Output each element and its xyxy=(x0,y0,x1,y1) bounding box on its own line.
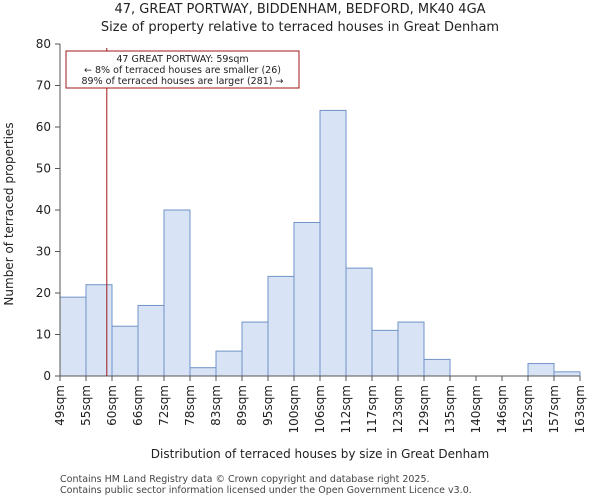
x-tick-label-129sqm: 129sqm xyxy=(417,385,431,433)
bar-83sqm xyxy=(215,350,243,377)
bar-112sqm xyxy=(345,267,373,377)
annotation-frame xyxy=(65,50,300,89)
bar-123sqm xyxy=(397,321,425,377)
x-tick-label-89sqm: 89sqm xyxy=(235,385,249,426)
y-tick-label-40: 40 xyxy=(36,203,51,217)
y-tick-label-60: 60 xyxy=(36,120,51,134)
bar-60sqm xyxy=(111,325,139,377)
bar-100sqm xyxy=(293,221,321,377)
bar-95sqm xyxy=(267,275,295,377)
bar-106sqm xyxy=(319,109,347,377)
x-tick-label-112sqm: 112sqm xyxy=(339,385,353,433)
x-tick-label-72sqm: 72sqm xyxy=(157,385,171,426)
footer-line-1: Contains HM Land Registry data © Crown c… xyxy=(60,474,430,485)
x-tick-label-117sqm: 117sqm xyxy=(365,385,379,433)
x-tick-label-135sqm: 135sqm xyxy=(443,385,457,433)
x-tick-label-78sqm: 78sqm xyxy=(183,385,197,426)
y-axis: 0 10 20 30 40 50 60 70 80 xyxy=(36,37,61,383)
x-tick-label-60sqm: 60sqm xyxy=(105,385,119,426)
bar-89sqm xyxy=(241,321,269,377)
x-tick-label-83sqm: 83sqm xyxy=(209,385,223,426)
annotation-line-3: 89% of terraced houses are larger (281) … xyxy=(82,76,284,87)
bar-152sqm xyxy=(527,363,555,377)
bar-78sqm xyxy=(189,367,217,377)
x-tick-label-157sqm: 157sqm xyxy=(547,385,561,433)
y-tick-label-20: 20 xyxy=(36,286,51,300)
annotation-line-2: ← 8% of terraced houses are smaller (26) xyxy=(84,65,281,76)
x-tick-label-106sqm: 106sqm xyxy=(313,385,327,433)
x-tick-label-95sqm: 95sqm xyxy=(261,385,275,426)
x-tick-label-146sqm: 146sqm xyxy=(495,385,509,433)
y-tick-label-10: 10 xyxy=(36,328,51,342)
y-tick-label-70: 70 xyxy=(36,79,51,93)
bar-129sqm xyxy=(423,358,451,377)
bar-66sqm xyxy=(137,304,165,377)
x-tick-label-163sqm: 163sqm xyxy=(573,385,587,433)
bar-72sqm xyxy=(163,209,191,377)
footer-line-2: Contains public sector information licen… xyxy=(60,485,472,496)
x-tick-label-140sqm: 140sqm xyxy=(469,385,483,433)
y-tick-label-0: 0 xyxy=(43,369,51,383)
x-tick-label-100sqm: 100sqm xyxy=(287,385,301,433)
chart-subtitle: Size of property relative to terraced ho… xyxy=(100,20,500,35)
x-tick-label-66sqm: 66sqm xyxy=(131,385,145,426)
y-axis-label: Number of terraced properties xyxy=(2,122,16,305)
bars-group xyxy=(59,109,581,377)
annotation-line-1: 47 GREAT PORTWAY: 59sqm xyxy=(116,54,248,65)
x-tick-label-55sqm: 55sqm xyxy=(79,385,93,426)
chart-title: 47, GREAT PORTWAY, BIDDENHAM, BEDFORD, M… xyxy=(114,2,486,17)
bar-55sqm xyxy=(85,284,113,377)
y-tick-label-80: 80 xyxy=(36,37,51,51)
x-tick-label-49sqm: 49sqm xyxy=(53,385,67,426)
x-axis: 49sqm 55sqm 60sqm 66sqm 72sqm 78sqm 83sqm 89sqm… xyxy=(53,375,587,433)
x-tick-label-123sqm: 123sqm xyxy=(391,385,405,433)
y-tick-label-30: 30 xyxy=(36,245,51,259)
bar-117sqm xyxy=(371,329,399,377)
annotation-box: 47 GREAT PORTWAY: 59sqm ← 8% of terraced… xyxy=(65,50,300,89)
bar-49sqm xyxy=(59,296,87,377)
x-tick-label-152sqm: 152sqm xyxy=(521,385,535,433)
y-tick-label-50: 50 xyxy=(36,162,51,176)
bar-157sqm xyxy=(553,371,581,377)
x-axis-label: Distribution of terraced houses by size … xyxy=(151,447,489,461)
